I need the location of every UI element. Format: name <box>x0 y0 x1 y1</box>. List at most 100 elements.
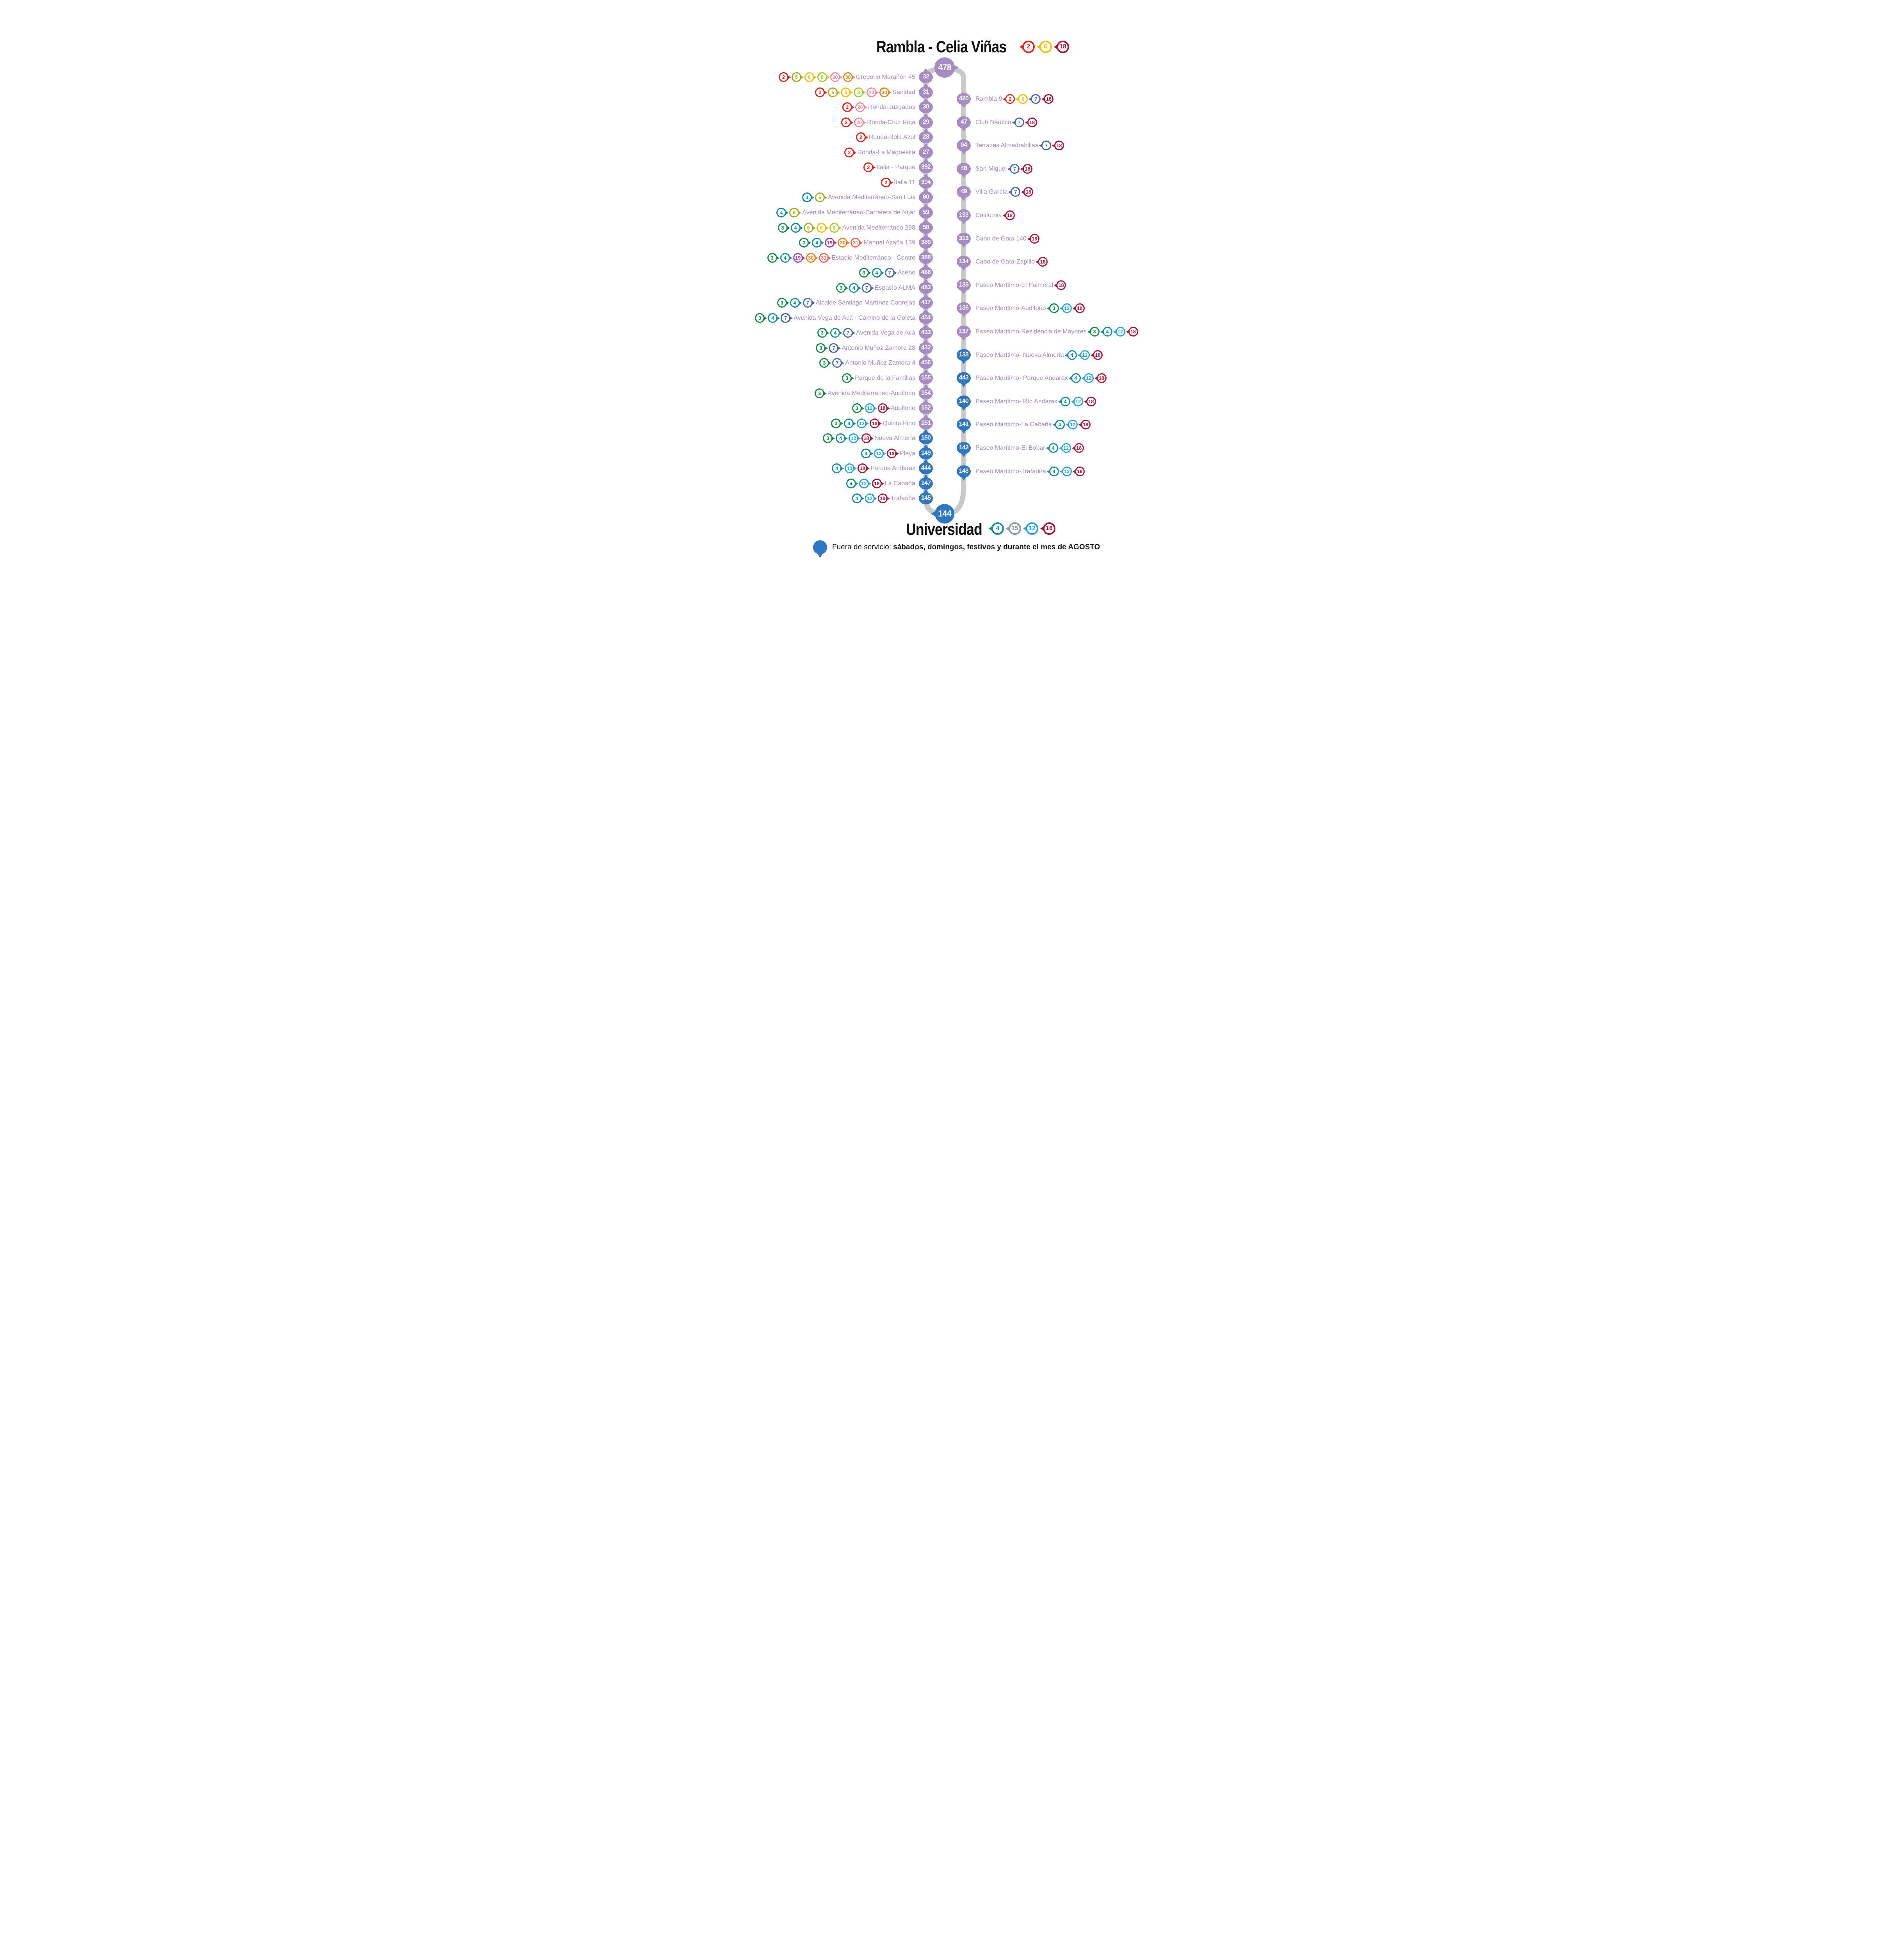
stop-pin-icon: 48 <box>957 162 971 178</box>
badge-arrow-right-icon <box>826 331 830 335</box>
stop-row-154: 3 Avenida Mediterráneo-Auditorio <box>815 387 915 399</box>
route-4-badge: 4 <box>1052 420 1065 429</box>
pin-tail-right-icon <box>953 64 959 71</box>
route-3-badge: 3 <box>842 373 854 383</box>
route-18-badge: 18 <box>1036 257 1048 267</box>
route-badge-number: 3 <box>845 375 849 381</box>
stop-name: Avenida Mediterráneo-Carretera de Níjar <box>802 209 915 216</box>
route-18-badge: 18 <box>1094 373 1107 383</box>
route-badge-number: 4 <box>794 225 797 231</box>
stop-pin-icon: 141 <box>957 418 971 434</box>
stop-number: 444 <box>921 465 931 471</box>
stop-pin-icon: 28 <box>919 128 933 143</box>
stop-row-141: Paseo Marítimo-La Cabaña 4 12 18 <box>975 419 1091 431</box>
route-badge-number: 18 <box>1029 119 1035 125</box>
stop-number: 138 <box>959 351 969 358</box>
pin-tail-down-icon <box>961 452 966 457</box>
route-badge-number: 5 <box>793 210 796 216</box>
stop-row-59: 4 5 Avenida Mediterráneo-Carretera de Níja… <box>776 207 915 219</box>
stop-marker-138: 138 <box>957 349 971 364</box>
terminal-stop-rambla: 478 <box>934 57 959 78</box>
route-badge-number: 18 <box>1040 259 1046 265</box>
badge-arrow-left-icon <box>1021 190 1025 194</box>
stop-pin-icon: 58 <box>919 218 933 234</box>
stop-marker-137: 137 <box>957 325 971 341</box>
badge-arrow-right-icon <box>825 226 829 230</box>
route-badge-number: 18 <box>1095 352 1101 358</box>
route-12-badge: 12 <box>874 449 886 458</box>
route-badge-number: 12 <box>876 451 882 456</box>
stop-pin-icon: 152 <box>919 399 933 414</box>
route-18-badge: 18 <box>1126 327 1138 337</box>
route-18-badge: 18 <box>1090 350 1103 360</box>
route-4-badge: 4 <box>861 449 873 458</box>
badge-arrow-left-icon <box>1052 422 1056 427</box>
route-badge-number: 20 <box>857 104 863 110</box>
badge-arrow-right-icon <box>893 271 897 275</box>
route-7-badge: 7 <box>829 343 841 353</box>
route-badge-number: 2 <box>859 134 862 140</box>
stop-number: 141 <box>959 421 969 427</box>
badge-arrow-left-icon <box>1081 376 1085 380</box>
footer-route-badges: 4 15 12 18 <box>989 522 1055 535</box>
route-badge-number: 4 <box>849 481 852 486</box>
stop-number: 388 <box>921 254 931 261</box>
stop-row-134: Cabo de Gata-Zapillo 18 <box>975 256 1048 268</box>
route-18-badge: 18 <box>886 449 899 458</box>
stop-name: Auditorio <box>890 404 915 411</box>
route-18-badge: 18 <box>877 493 890 503</box>
route-6-badge: 6 <box>804 72 817 82</box>
stop-row-142: Paseo Marítimo-El Bobar 4 12 18 <box>975 442 1084 454</box>
pin-tail-down-icon <box>961 383 966 387</box>
badge-arrow-left-icon <box>1046 446 1049 450</box>
stop-number: 478 <box>938 62 952 72</box>
badge-arrow-left-icon <box>1054 283 1057 287</box>
route-badge-number: 15 <box>1011 525 1018 532</box>
route-badge-number: 2 <box>848 150 851 155</box>
stop-pin-icon: 478 <box>934 57 959 78</box>
route-18-badge: 18 <box>861 433 874 443</box>
route-badge-number: 3 <box>1052 305 1055 311</box>
route-badge-number: 31 <box>821 255 827 261</box>
route-2-badge: 2 <box>881 178 893 187</box>
route-4-badge: 4 <box>1100 327 1112 337</box>
route-4-badge: 4 <box>832 463 844 473</box>
badge-arrow-right-icon <box>811 195 815 199</box>
badge-arrow-right-icon <box>864 105 868 109</box>
route-3-badge: 3 <box>823 433 835 443</box>
badge-arrow-right-icon <box>850 120 854 125</box>
route-badge-number: 4 <box>1052 468 1055 474</box>
route-5-badge: 5 <box>791 72 804 82</box>
stop-name: Antonio Muñoz Zamora 28 <box>842 344 915 351</box>
badge-arrow-left-icon <box>1071 399 1074 404</box>
route-8-badge: 8 <box>817 72 829 82</box>
pin-tail-down-icon <box>961 476 966 481</box>
pin-tail-down-icon <box>961 103 966 108</box>
pin-tail-up-icon <box>923 459 929 463</box>
pin-tail-up-icon <box>923 248 929 253</box>
route-badge-number: 18 <box>874 481 880 486</box>
stop-pin-icon: 142 <box>957 442 971 457</box>
stop-row-488: 3 4 7 Acebo <box>859 267 915 279</box>
route-badge-number: 18 <box>1059 43 1066 50</box>
stop-row-392: 2 Italia - Parque <box>863 161 915 173</box>
stop-marker-483: 483 <box>919 278 933 294</box>
route-4-badge: 4 <box>830 328 843 338</box>
pin-tail-up-icon <box>923 98 929 102</box>
stop-name: Gregorio Marañón 45 <box>856 73 915 80</box>
stop-marker-28: 28 <box>919 128 933 143</box>
badge-arrow-right-icon <box>832 436 835 440</box>
stop-row-49: Villa García 7 18 <box>975 186 1034 198</box>
stop-name: Avenida Mediterráneo 298 <box>842 224 915 231</box>
stop-number: 483 <box>921 284 931 291</box>
stop-marker-133: 133 <box>957 209 971 224</box>
stop-number: 420 <box>959 95 969 102</box>
route-18-badge: 18 <box>1021 187 1034 197</box>
route-18-badge: 18 <box>870 419 882 428</box>
stop-number: 60 <box>922 194 929 200</box>
route-badge-number: 12 <box>1064 468 1070 474</box>
pin-tail-up-icon <box>923 293 929 298</box>
stop-marker-143: 143 <box>957 465 971 481</box>
route-badge-number: 18 <box>1099 375 1105 381</box>
route-2-badge: 2 <box>841 118 854 127</box>
